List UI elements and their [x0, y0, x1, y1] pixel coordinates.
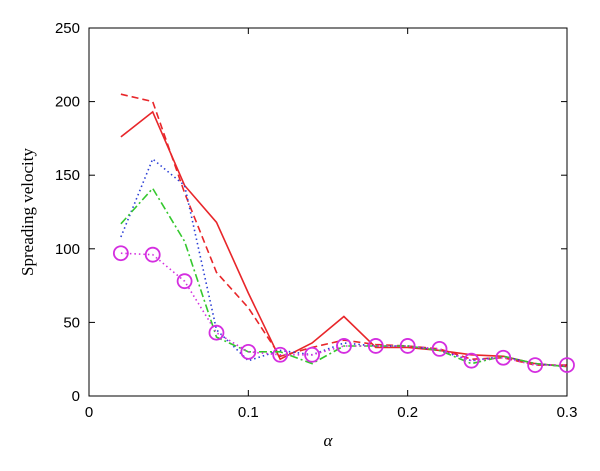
series-marker-5 — [144, 246, 161, 263]
x-axis-label: α — [324, 431, 334, 450]
series-line-1 — [120, 110, 568, 368]
y-tick-label: 150 — [55, 167, 80, 184]
y-axis-label: Spreading velocity — [18, 148, 37, 276]
x-tick-label: 0 — [85, 404, 93, 421]
series-line-5 — [120, 252, 567, 366]
series-marker-5 — [112, 245, 129, 262]
series-marker-5 — [304, 346, 320, 363]
y-tick-label: 200 — [55, 94, 80, 111]
x-tick-label: 0.1 — [238, 404, 259, 421]
x-tick-label: 0.2 — [397, 404, 418, 421]
y-tick-label: 250 — [55, 20, 80, 37]
series-marker-5 — [176, 273, 193, 290]
series-marker-5 — [208, 324, 225, 341]
series-marker-5 — [463, 352, 480, 369]
series-marker-5 — [559, 357, 575, 373]
y-tick-label: 0 — [72, 388, 80, 405]
y-tick-label: 50 — [63, 314, 80, 331]
series-marker-5 — [272, 346, 289, 363]
series-marker-5 — [431, 340, 448, 357]
series-layer — [112, 93, 575, 373]
y-tick-label: 100 — [55, 241, 80, 258]
plot-area-frame — [88, 27, 568, 397]
series-marker-5 — [399, 338, 416, 354]
series-marker-5 — [336, 338, 352, 354]
series-marker-5 — [495, 349, 512, 366]
series-marker-5 — [367, 338, 384, 354]
series-marker-5 — [240, 343, 257, 360]
series-marker-5 — [527, 357, 544, 373]
series-line-2 — [120, 93, 567, 366]
ticks-layer: 0 0.1 0.2 0.3 0 50 100 150 200 250 — [55, 20, 577, 421]
x-tick-label: 0.3 — [557, 404, 578, 421]
